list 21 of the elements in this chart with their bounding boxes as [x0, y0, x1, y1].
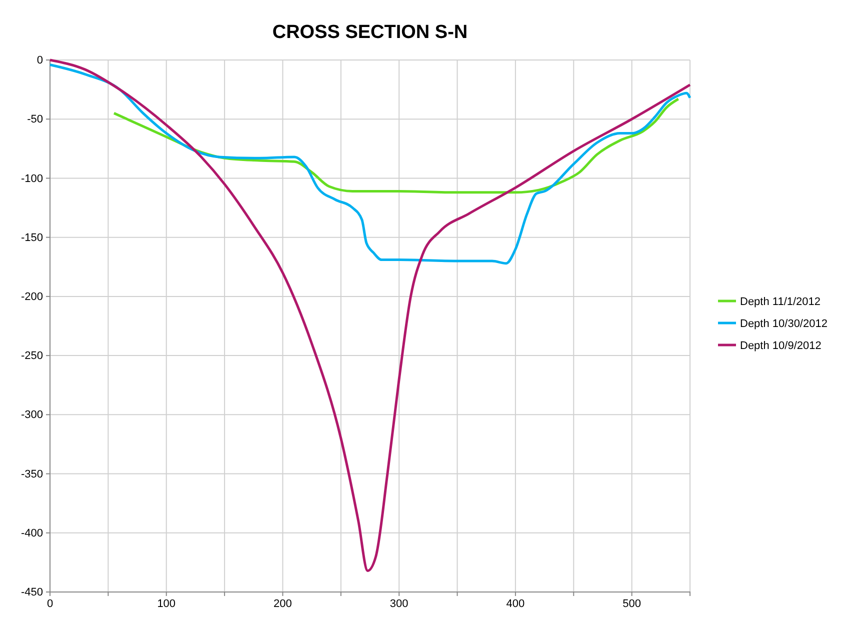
legend-label: Depth 11/1/2012: [740, 296, 821, 308]
line-series: [48, 63, 692, 265]
chart-title: CROSS SECTION S-N: [272, 22, 468, 43]
x-tick-label: 500: [622, 598, 641, 610]
legend-label: Depth 10/9/2012: [740, 340, 822, 352]
y-tick-label: -450: [20, 586, 43, 599]
y-tick-label: -300: [20, 409, 43, 422]
y-tick-label: -200: [20, 290, 43, 303]
x-tick-label: 200: [274, 598, 292, 610]
y-tick-label: 0: [36, 54, 43, 67]
legend-label: Depth 10/30/2012: [740, 318, 828, 330]
x-tick-label: 0: [46, 598, 54, 610]
y-tick-label: -350: [20, 468, 43, 480]
y-tick-label: -250: [20, 350, 43, 362]
x-tick-label: 400: [506, 598, 525, 610]
x-tick-label: 300: [390, 598, 408, 610]
y-tick-label: -100: [20, 172, 43, 185]
y-tick-label: -400: [20, 527, 43, 540]
x-tick-label: 100: [157, 598, 176, 610]
y-tick-label: -50: [27, 114, 43, 126]
y-tick-label: -150: [20, 232, 43, 244]
